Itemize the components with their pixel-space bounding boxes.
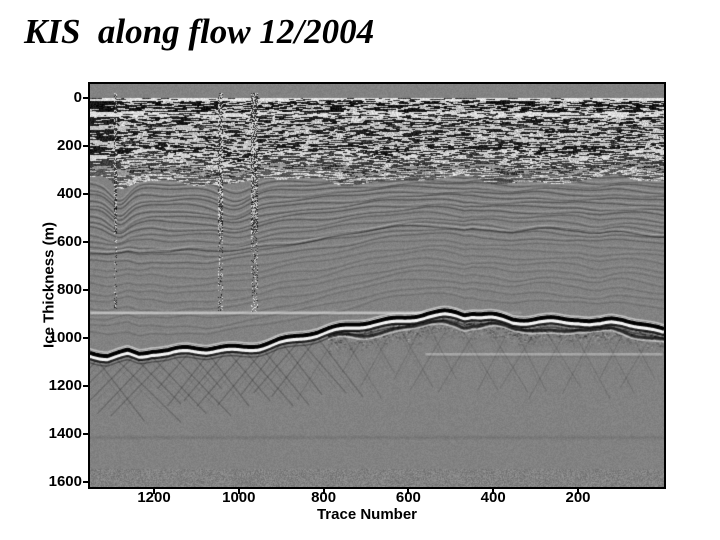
y-tick-mark <box>83 289 88 291</box>
y-tick-label: 1600 <box>48 473 82 490</box>
x-tick-label: 800 <box>311 489 337 506</box>
x-tick-mark <box>492 489 495 494</box>
y-tick-mark <box>83 385 88 387</box>
y-tick-mark <box>83 337 88 339</box>
y-tick-mark <box>83 241 88 243</box>
x-tick-label: 600 <box>395 489 421 506</box>
y-tick-mark <box>83 433 88 435</box>
x-axis-label: Trace Number <box>316 506 418 523</box>
y-tick-label: 1000 <box>48 329 82 346</box>
x-tick-label: 400 <box>480 489 506 506</box>
radargram-plot <box>90 84 664 487</box>
y-tick-mark <box>83 481 88 483</box>
y-tick-mark <box>83 97 88 99</box>
x-tick-mark <box>322 489 325 494</box>
y-tick-mark <box>83 145 88 147</box>
y-tick-label: 800 <box>56 281 82 298</box>
y-tick-label: 200 <box>56 137 82 154</box>
y-tick-label: 1200 <box>48 377 82 394</box>
x-tick-label: 1200 <box>137 489 171 506</box>
y-tick-label: 600 <box>56 233 82 250</box>
x-tick-label: 200 <box>565 489 591 506</box>
x-tick-mark <box>153 489 155 494</box>
y-tick-label: 400 <box>56 185 82 202</box>
x-tick-mark <box>407 489 410 494</box>
y-tick-mark <box>83 193 88 195</box>
x-tick-mark <box>237 489 240 494</box>
chart-title: KIS along flow 12/2004 <box>24 12 375 51</box>
y-tick-label: 1400 <box>48 425 82 442</box>
x-tick-label: 1000 <box>222 489 256 506</box>
y-tick-label: 0 <box>73 89 82 106</box>
x-tick-mark <box>577 489 579 494</box>
